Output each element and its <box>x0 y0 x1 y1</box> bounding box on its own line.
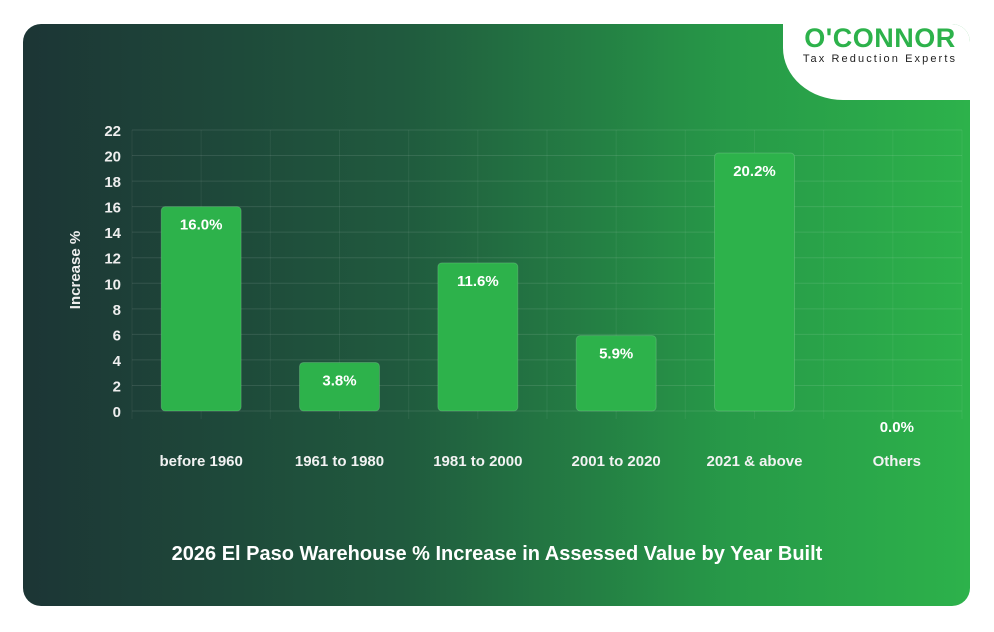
data-label: 3.8% <box>322 372 356 389</box>
y-tick-label: 18 <box>104 174 121 191</box>
bar <box>299 361 380 412</box>
data-label: 11.6% <box>457 273 499 290</box>
logo-tagline: Tax Reduction Experts <box>802 53 958 65</box>
y-tick-label: 10 <box>104 276 121 293</box>
logo-notch <box>783 24 970 100</box>
y-tick-label: 16 <box>104 200 121 217</box>
chart-title: 2026 El Paso Warehouse % Increase in Ass… <box>171 543 823 565</box>
oconnor-logo: O'CONNOR Tax Reduction Experts <box>790 24 970 65</box>
x-tick-label: before 1960 <box>159 453 242 470</box>
bar <box>160 206 242 412</box>
bar <box>437 262 519 412</box>
data-label: 16.0% <box>180 217 223 234</box>
bar <box>714 152 795 412</box>
y-tick-label: 14 <box>104 225 121 242</box>
y-axis-label: Increase % <box>67 231 84 309</box>
y-tick-label: 8 <box>113 302 121 319</box>
y-tick-label: 22 <box>104 123 121 140</box>
x-tick-label: 1981 to 2000 <box>433 453 522 470</box>
y-tick-label: 0 <box>113 404 121 421</box>
y-tick-label: 12 <box>104 251 121 268</box>
x-tick-label: 1961 to 1980 <box>295 453 384 470</box>
data-label: 0.0% <box>880 419 914 436</box>
bar <box>575 335 657 412</box>
logo-brand: O'CONNOR <box>804 23 956 53</box>
y-tick-label: 4 <box>113 353 122 370</box>
x-tick-label: Others <box>873 453 921 470</box>
x-tick-label: 2001 to 2020 <box>572 453 661 470</box>
x-tick-label: 2021 & above <box>707 453 803 470</box>
data-label: 20.2% <box>733 163 776 180</box>
data-label: 5.9% <box>599 346 633 363</box>
y-tick-label: 2 <box>113 378 121 395</box>
y-tick-label: 20 <box>104 149 121 166</box>
y-tick-label: 6 <box>113 327 121 344</box>
